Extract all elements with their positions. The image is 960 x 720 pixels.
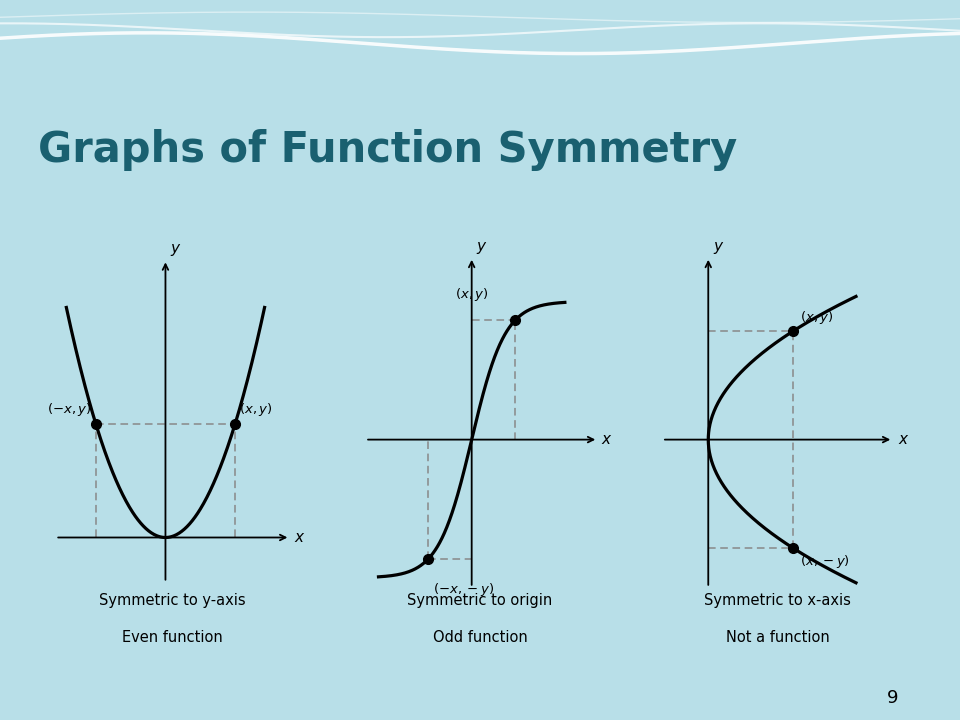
Text: $(-x, y)$: $(-x, y)$ xyxy=(47,400,92,418)
Text: 9: 9 xyxy=(887,690,899,707)
Text: $(x, y)$: $(x, y)$ xyxy=(801,309,834,326)
Text: Symmetric to y-axis: Symmetric to y-axis xyxy=(100,593,246,608)
Text: Odd function: Odd function xyxy=(433,629,527,644)
Text: Symmetric to origin: Symmetric to origin xyxy=(407,593,553,608)
Text: Even function: Even function xyxy=(123,629,223,644)
Text: Symmetric to x-axis: Symmetric to x-axis xyxy=(705,593,851,608)
Text: $y$: $y$ xyxy=(713,240,725,256)
Text: $x$: $x$ xyxy=(602,432,613,447)
Text: $y$: $y$ xyxy=(475,240,488,256)
Text: Not a function: Not a function xyxy=(726,629,829,644)
Text: Graphs of Function Symmetry: Graphs of Function Symmetry xyxy=(38,129,737,171)
Text: $x$: $x$ xyxy=(294,530,305,545)
Text: $y$: $y$ xyxy=(170,242,181,258)
Text: $x$: $x$ xyxy=(898,432,909,447)
Text: $(x, -y)$: $(x, -y)$ xyxy=(801,553,851,570)
Text: $(-x, -y)$: $(-x, -y)$ xyxy=(433,581,494,598)
Text: $(x, y)$: $(x, y)$ xyxy=(239,400,273,418)
Text: $(x, y)$: $(x, y)$ xyxy=(455,287,489,303)
